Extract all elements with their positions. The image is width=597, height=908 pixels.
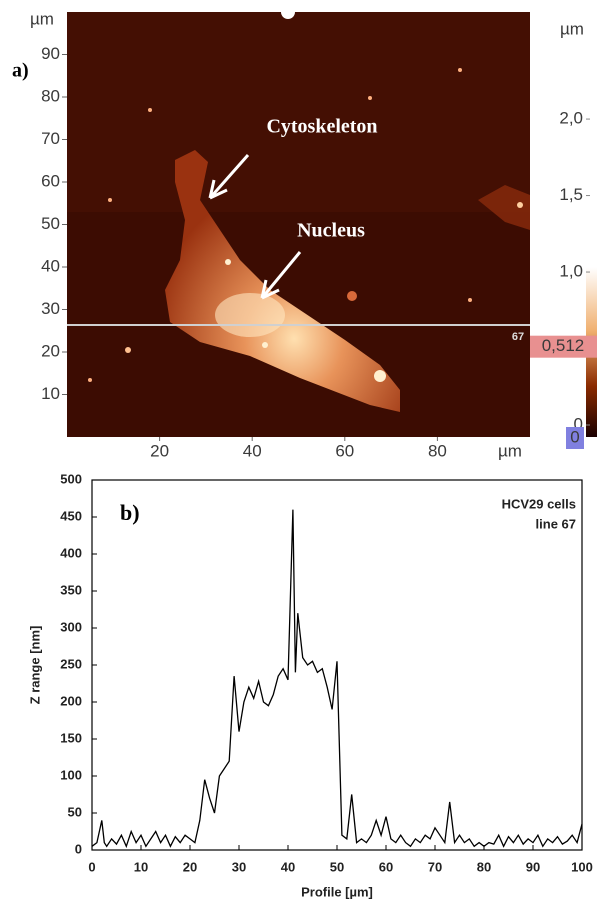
colorbar-tick-label: 0 xyxy=(574,414,583,433)
x-tick-label: 70 xyxy=(428,859,442,874)
y-tick-label: 100 xyxy=(60,767,82,782)
y-tick-label: 90 xyxy=(41,44,60,63)
y-axis-label: Z range [nm] xyxy=(27,626,42,705)
colorbar-tick-label: 1,5 xyxy=(559,185,583,204)
y-tick-label: 50 xyxy=(41,214,60,233)
line-label: 67 xyxy=(512,331,524,343)
x-tick-label: 10 xyxy=(134,859,148,874)
colorbar-unit: µm xyxy=(560,19,584,38)
panel-label: a) xyxy=(12,60,29,82)
y-tick-label: 0 xyxy=(75,841,82,856)
y-tick-label: 60 xyxy=(41,171,60,190)
annotation-arrows xyxy=(208,154,302,300)
x-tick-label: 60 xyxy=(335,441,354,460)
y-tick-label: 200 xyxy=(60,693,82,708)
y-unit: µm xyxy=(30,9,54,28)
x-tick-label: 40 xyxy=(243,441,262,460)
annotation: Nucleus xyxy=(297,220,365,242)
x-tick-label: 50 xyxy=(330,859,344,874)
x-tick-label: 20 xyxy=(183,859,197,874)
y-tick-label: 400 xyxy=(60,545,82,560)
panel-label: b) xyxy=(120,500,140,525)
colorbar-marker-box xyxy=(530,335,597,358)
y-tick-label: 350 xyxy=(60,582,82,597)
y-tick-label: 500 xyxy=(60,471,82,486)
x-tick-label: 90 xyxy=(526,859,540,874)
y-tick-label: 250 xyxy=(60,656,82,671)
colorbar xyxy=(586,12,597,437)
y-tick-label: 80 xyxy=(41,86,60,105)
colorbar-min-box xyxy=(566,427,584,449)
annotation: Cytoskeleton xyxy=(266,116,377,138)
x-tick-label: 100 xyxy=(571,859,593,874)
x-tick-label: 80 xyxy=(477,859,491,874)
x-tick-label: 0 xyxy=(88,859,95,874)
y-tick-label: 450 xyxy=(60,508,82,523)
colorbar-marker-label: 0,512 xyxy=(542,336,585,355)
afm-image xyxy=(67,5,530,437)
profile-line xyxy=(91,509,583,849)
y-tick-label: 300 xyxy=(60,619,82,634)
y-tick-label: 70 xyxy=(41,129,60,148)
x-axis-label: Profile [µm] xyxy=(301,884,373,899)
x-tick-label: 20 xyxy=(150,441,169,460)
annotation: HCV29 cells xyxy=(502,496,576,511)
y-tick-label: 50 xyxy=(68,804,82,819)
colorbar-min-label: 0 xyxy=(570,427,579,446)
y-tick-label: 20 xyxy=(41,341,60,360)
y-tick-label: 150 xyxy=(60,730,82,745)
x-tick-label: 60 xyxy=(379,859,393,874)
colorbar-tick-label: 1,0 xyxy=(559,262,583,281)
colorbar-tick-label: 2,0 xyxy=(559,109,583,128)
y-tick-label: 30 xyxy=(41,299,60,318)
x-tick-label: 30 xyxy=(232,859,246,874)
y-tick-label: 40 xyxy=(41,256,60,275)
x-unit: µm xyxy=(498,441,522,460)
annotation: line 67 xyxy=(536,516,576,531)
y-tick-label: 10 xyxy=(41,384,60,403)
x-tick-label: 80 xyxy=(428,441,447,460)
x-tick-label: 40 xyxy=(281,859,295,874)
